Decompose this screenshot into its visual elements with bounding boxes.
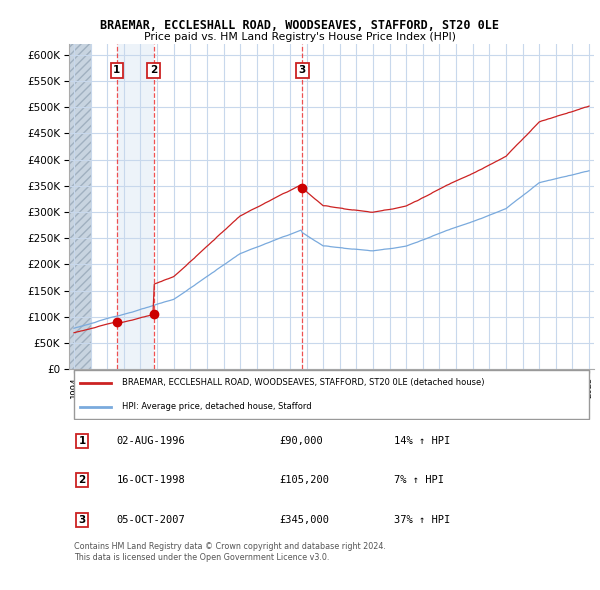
- Text: 7% ↑ HPI: 7% ↑ HPI: [395, 476, 445, 485]
- Text: 37% ↑ HPI: 37% ↑ HPI: [395, 514, 451, 525]
- Text: 1: 1: [79, 436, 86, 446]
- Bar: [69, 44, 91, 369]
- Text: 05-OCT-2007: 05-OCT-2007: [116, 514, 185, 525]
- Text: 2: 2: [79, 476, 86, 485]
- Text: Contains HM Land Registry data © Crown copyright and database right 2024.
This d: Contains HM Land Registry data © Crown c…: [74, 542, 386, 562]
- Text: £90,000: £90,000: [279, 436, 323, 446]
- Text: BRAEMAR, ECCLESHALL ROAD, WOODSEAVES, STAFFORD, ST20 0LE (detached house): BRAEMAR, ECCLESHALL ROAD, WOODSEAVES, ST…: [121, 378, 484, 388]
- Text: 3: 3: [299, 65, 306, 76]
- Bar: [117, 44, 154, 369]
- Text: BRAEMAR, ECCLESHALL ROAD, WOODSEAVES, STAFFORD, ST20 0LE: BRAEMAR, ECCLESHALL ROAD, WOODSEAVES, ST…: [101, 19, 499, 32]
- Bar: [302, 44, 303, 369]
- Text: 1: 1: [113, 65, 121, 76]
- Text: 2: 2: [150, 65, 157, 76]
- FancyBboxPatch shape: [74, 370, 589, 419]
- Text: 16-OCT-1998: 16-OCT-1998: [116, 476, 185, 485]
- Text: £105,200: £105,200: [279, 476, 329, 485]
- Text: HPI: Average price, detached house, Stafford: HPI: Average price, detached house, Staf…: [121, 402, 311, 411]
- Text: 14% ↑ HPI: 14% ↑ HPI: [395, 436, 451, 446]
- Text: £345,000: £345,000: [279, 514, 329, 525]
- Text: 3: 3: [79, 514, 86, 525]
- Text: 02-AUG-1996: 02-AUG-1996: [116, 436, 185, 446]
- Text: Price paid vs. HM Land Registry's House Price Index (HPI): Price paid vs. HM Land Registry's House …: [144, 32, 456, 42]
